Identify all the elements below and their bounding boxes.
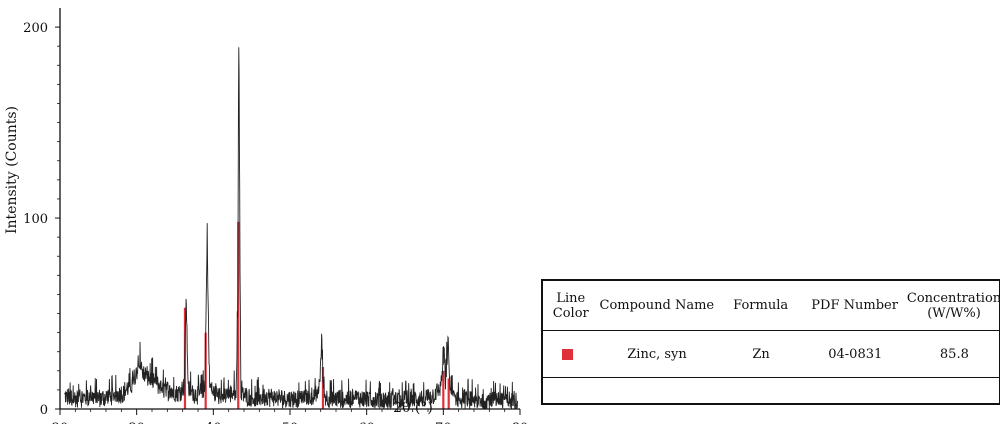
y-tick-label: 100: [23, 212, 48, 227]
concentration-cell: 85.8: [939, 346, 969, 362]
header-line-color-line2: Color: [552, 305, 589, 321]
x-tick-label: 50: [282, 421, 299, 424]
x-tick-label: 70: [435, 421, 452, 424]
spectrum-line: [64, 47, 518, 409]
formula-cell: Zn: [752, 346, 770, 362]
header-compound-name: Compound Name: [599, 298, 715, 313]
plot-area: [64, 47, 518, 409]
x-tick-label: 80: [512, 421, 529, 424]
legend-header-row: Line Color Compound Name Formula PDF Num…: [543, 281, 1000, 331]
header-concentration: Concentration (W/W%): [906, 281, 1000, 330]
x-tick-label: 60: [358, 421, 375, 424]
line-color-cell: [543, 331, 593, 377]
line-color-swatch: [562, 348, 574, 360]
header-line-color-line1: Line: [556, 290, 586, 306]
pdf-number-cell: 04-0831: [828, 346, 883, 362]
header-concentration-line1: Concentration: [906, 290, 1000, 306]
header-formula: Formula: [733, 298, 789, 313]
compound-name-cell: Zinc, syn: [627, 346, 687, 362]
legend-data-row: Zinc, syn Zn 04-0831 85.8: [543, 331, 999, 378]
x-axis-title: 2θ (°): [393, 400, 433, 416]
y-tick-label: 0: [40, 403, 48, 418]
y-axis: 0 100 200: [23, 8, 61, 418]
x-axis: 20 30 40 50 60 70 80: [52, 408, 529, 424]
header-line-color: Line Color: [543, 281, 593, 330]
phase-legend-table: Line Color Compound Name Formula PDF Num…: [541, 279, 1000, 405]
x-tick-label: 30: [128, 421, 145, 424]
x-tick-label: 20: [52, 421, 69, 424]
x-tick-label: 40: [205, 421, 222, 424]
y-tick-label: 200: [23, 21, 48, 36]
header-pdf-number: PDF Number: [811, 298, 898, 313]
y-axis-title: Intensity (Counts): [4, 106, 20, 234]
header-concentration-line2: (W/W%): [927, 305, 981, 321]
